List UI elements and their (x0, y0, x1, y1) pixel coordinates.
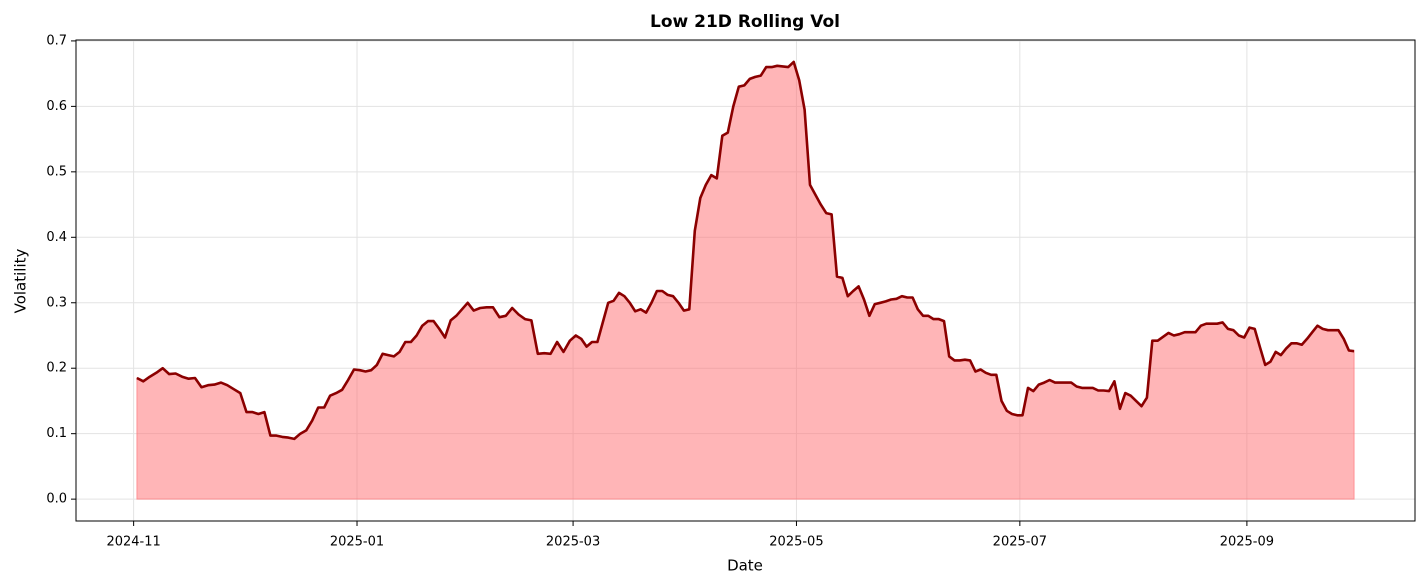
x-tick-label: 2025-01 (330, 535, 384, 550)
y-tick-label: 0.0 (46, 492, 67, 507)
area-fill (136, 60, 1355, 500)
y-tick-label: 0.2 (46, 361, 67, 376)
x-tick-label: 2024-11 (106, 535, 160, 550)
y-tick-label: 0.1 (46, 426, 67, 441)
x-tick-label: 2025-07 (993, 535, 1047, 550)
y-tick-label: 0.5 (46, 164, 67, 179)
y-tick-label: 0.6 (46, 99, 67, 114)
y-tick-label: 0.3 (46, 295, 67, 310)
plot-frame (75, 39, 1416, 522)
chart-title: Low 21D Rolling Vol (650, 12, 840, 32)
y-tick-label: 0.4 (46, 230, 67, 245)
x-axis-label: Date (727, 557, 763, 575)
y-axis-label: Volatility (12, 248, 30, 313)
line (136, 60, 1355, 441)
x-tick-label: 2025-03 (546, 535, 600, 550)
y-tick-label: 0.7 (46, 33, 67, 48)
x-tick-label: 2025-05 (769, 535, 823, 550)
x-tick-label: 2025-09 (1220, 535, 1274, 550)
